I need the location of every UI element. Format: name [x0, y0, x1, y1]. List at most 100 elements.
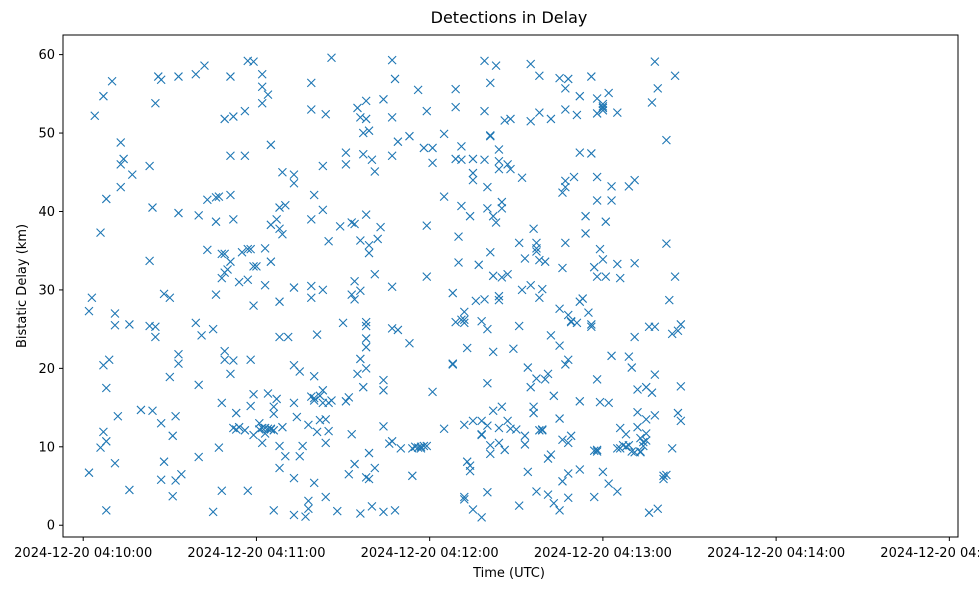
data-point: [592, 272, 602, 281]
data-point: [370, 463, 380, 473]
data-point: [601, 217, 611, 227]
data-point: [503, 269, 513, 279]
data-point: [627, 363, 637, 372]
data-point: [309, 371, 319, 381]
data-point: [555, 414, 564, 423]
data-point: [306, 214, 316, 224]
data-point: [448, 359, 458, 369]
data-point: [104, 355, 114, 365]
data-point: [483, 421, 492, 431]
data-point: [355, 509, 365, 518]
data-point: [101, 436, 111, 446]
data-point: [644, 508, 654, 518]
x-tick-label: 2024-12-20 04:15:00: [880, 546, 979, 561]
data-point: [127, 170, 137, 180]
data-point: [558, 263, 567, 273]
data-point: [208, 324, 218, 334]
x-tick-label: 2024-12-20 04:12:00: [361, 546, 499, 561]
data-point: [379, 507, 388, 517]
data-point: [387, 112, 397, 122]
data-point: [240, 425, 250, 435]
data-point: [176, 469, 186, 479]
data-point: [355, 354, 365, 364]
data-point: [630, 175, 640, 185]
data-point: [379, 94, 388, 104]
data-point: [84, 468, 94, 478]
data-point: [563, 438, 573, 448]
x-tick-label: 2024-12-20 04:10:00: [14, 546, 152, 561]
data-point: [191, 318, 201, 328]
data-point: [280, 451, 290, 461]
data-point: [488, 347, 498, 357]
data-point: [344, 469, 354, 479]
data-point: [563, 74, 573, 84]
data-point: [468, 168, 478, 178]
data-point: [353, 369, 362, 379]
data-point: [659, 474, 668, 484]
data-point: [560, 83, 570, 93]
data-point: [471, 296, 481, 306]
data-point: [494, 145, 504, 154]
data-point: [197, 331, 206, 340]
data-point: [324, 236, 334, 246]
data-point: [560, 105, 570, 114]
data-point: [558, 476, 567, 486]
data-point: [321, 109, 331, 119]
data-point: [278, 422, 287, 432]
data-point: [581, 229, 590, 238]
data-point: [387, 323, 397, 333]
data-point: [534, 293, 544, 303]
data-point: [465, 466, 475, 476]
data-point: [483, 182, 492, 192]
data-point: [633, 385, 642, 394]
data-point: [549, 391, 559, 401]
data-point: [503, 416, 513, 426]
data-point: [641, 414, 651, 424]
data-point: [361, 317, 371, 327]
data-point: [494, 423, 504, 433]
data-point: [483, 378, 492, 388]
data-point: [459, 307, 469, 317]
data-point: [546, 114, 556, 124]
data-point: [125, 485, 134, 495]
data-point: [260, 243, 270, 253]
data-point: [494, 156, 504, 166]
data-point: [598, 101, 608, 111]
data-point: [494, 164, 504, 174]
data-point: [485, 247, 495, 257]
data-point: [612, 259, 622, 269]
data-point: [468, 416, 478, 426]
data-point: [107, 76, 117, 86]
data-point: [379, 385, 388, 395]
data-point: [532, 487, 541, 496]
data-point: [174, 208, 183, 218]
data-point: [480, 56, 489, 66]
data-point: [220, 355, 230, 365]
data-point: [306, 281, 316, 291]
data-point: [477, 430, 487, 440]
data-point: [237, 247, 247, 257]
data-point: [650, 370, 660, 380]
data-point: [202, 245, 212, 255]
data-point: [217, 249, 227, 259]
y-tick-label: 50: [38, 127, 55, 142]
data-point: [566, 431, 576, 441]
data-point: [321, 438, 331, 448]
data-point: [125, 320, 134, 329]
data-point: [361, 334, 371, 343]
data-point: [598, 99, 608, 109]
data-point: [560, 360, 570, 369]
data-point: [483, 487, 492, 497]
data-point: [659, 471, 668, 481]
data-point: [364, 448, 374, 458]
x-tick-label: 2024-12-20 04:11:00: [187, 546, 325, 561]
data-point: [332, 506, 342, 516]
data-point: [604, 398, 614, 408]
data-point: [543, 490, 553, 500]
data-point: [494, 291, 504, 301]
data-point: [226, 257, 235, 267]
data-point: [595, 397, 605, 407]
data-point: [249, 301, 258, 310]
data-point: [439, 424, 449, 434]
data-point: [500, 116, 510, 125]
